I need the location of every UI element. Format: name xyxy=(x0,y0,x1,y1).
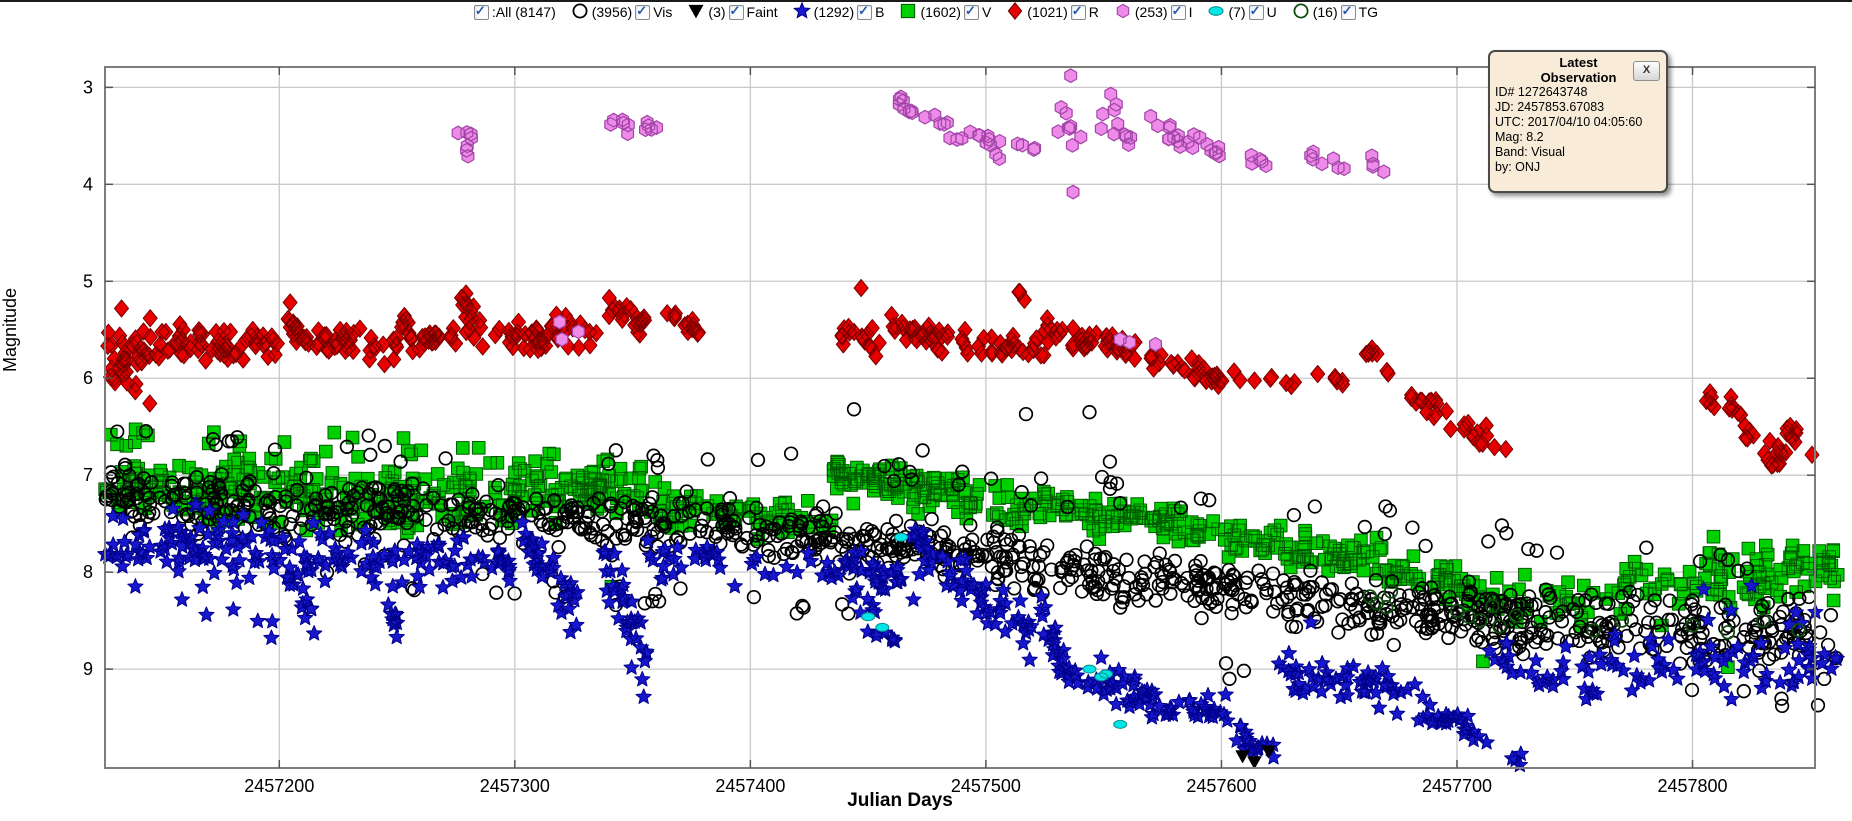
band-b-checkbox[interactable]: ✓ xyxy=(857,2,873,20)
check-mark-icon: ✓ xyxy=(474,2,486,18)
tooltip-title-line1: Latest xyxy=(1559,55,1598,70)
x-axis-label: Julian Days xyxy=(847,790,953,811)
band-vis-label: Vis xyxy=(653,4,673,20)
band-u-count: (7) xyxy=(1228,4,1246,20)
series-tg-points[interactable] xyxy=(1362,584,1806,640)
tooltip-title-line2: Observation xyxy=(1540,70,1617,85)
band-tg-count: (16) xyxy=(1312,4,1338,20)
tooltip-mag: Mag: 8.2 xyxy=(1495,130,1544,144)
band-b-count: (1292) xyxy=(813,4,855,20)
band-faint-label: Faint xyxy=(746,4,778,20)
window-top-edge xyxy=(0,0,1852,2)
band-vis-count: (3956) xyxy=(591,4,633,20)
legend-item-u: (7) ✓ U xyxy=(1207,2,1277,23)
tri-down-icon xyxy=(687,2,705,23)
band-u-checkbox[interactable]: ✓ xyxy=(1248,2,1264,20)
x-tick-label: 2457200 xyxy=(244,776,314,796)
band-v-count: (1602) xyxy=(920,4,961,20)
y-tick-label: 6 xyxy=(83,368,93,388)
band-i-count: (253) xyxy=(1134,4,1168,20)
band-all-checkbox[interactable]: ✓ xyxy=(473,2,489,20)
circle-open-icon xyxy=(571,2,589,23)
legend-bar: ✓:All (8147) (3956) ✓ Vis (3) ✓ Faint (1292) ✓ B(… xyxy=(0,1,1852,23)
x-tick-label: 2457800 xyxy=(1657,776,1727,796)
band-b-label: B xyxy=(875,4,885,20)
tooltip-close-button[interactable]: X xyxy=(1633,61,1660,81)
y-tick-label: 8 xyxy=(83,562,93,582)
series-r-points[interactable] xyxy=(100,279,1820,475)
legend-item-i: (253) ✓ I xyxy=(1114,2,1193,23)
y-tick-label: 4 xyxy=(83,174,93,194)
axis-ticks: 2457200 2457300 2457400 2457500 2457600 24577… xyxy=(83,67,1815,796)
band-r-count: (1021) xyxy=(1027,4,1068,20)
check-mark-icon: ✓ xyxy=(858,2,870,18)
check-mark-icon: ✓ xyxy=(964,2,976,18)
x-tick-label: 2457600 xyxy=(1186,776,1256,796)
tooltip-utc: UTC: 2017/04/10 04:05:60 xyxy=(1495,115,1643,129)
legend-item-vis: (3956) ✓ Vis xyxy=(571,2,673,23)
latest-observation-tooltip: X Latest Observation ID# 1272643748 JD: … xyxy=(1488,50,1668,193)
band-vis-checkbox[interactable]: ✓ xyxy=(635,2,651,20)
legend-item-faint: (3) ✓ Faint xyxy=(687,2,778,23)
x-tick-label: 2457500 xyxy=(951,776,1021,796)
series-faint-points[interactable] xyxy=(1235,745,1276,769)
band-v-label: V xyxy=(981,4,992,20)
x-tick-label: 2457400 xyxy=(715,776,785,796)
check-mark-icon: ✓ xyxy=(636,2,648,18)
legend-item-tg: (16) ✓ TG xyxy=(1292,2,1378,23)
legend-item-v: (1602) ✓ V xyxy=(899,2,991,23)
band-all-count: :All (8147) xyxy=(491,4,556,20)
y-tick-label: 3 xyxy=(83,77,93,97)
data-points[interactable] xyxy=(97,68,1845,773)
legend-item-all: ✓ :All (8147) xyxy=(473,2,556,20)
x-tick-label: 2457700 xyxy=(1422,776,1492,796)
band-i-checkbox[interactable]: ✓ xyxy=(1170,2,1186,20)
tooltip-band: Band: Visual xyxy=(1495,145,1565,159)
hexagon-icon xyxy=(1114,2,1132,23)
band-i-label: I xyxy=(1188,4,1193,20)
tooltip-jd: JD: 2457853.67083 xyxy=(1495,100,1605,114)
star-icon xyxy=(792,1,811,23)
check-mark-icon: ✓ xyxy=(1071,2,1083,18)
check-mark-icon: ✓ xyxy=(1341,2,1353,18)
diamond-icon xyxy=(1006,1,1024,23)
y-tick-label: 7 xyxy=(83,465,93,485)
band-tg-label: TG xyxy=(1358,4,1379,20)
square-icon xyxy=(899,2,917,23)
x-tick-label: 2457300 xyxy=(480,776,550,796)
band-r-checkbox[interactable]: ✓ xyxy=(1070,2,1086,20)
check-mark-icon: ✓ xyxy=(1171,2,1183,18)
check-mark-icon: ✓ xyxy=(1249,2,1261,18)
legend-item-b: (1292) ✓ B xyxy=(792,1,885,23)
ellipse-icon xyxy=(1207,2,1225,23)
y-tick-label: 5 xyxy=(83,271,93,291)
check-mark-icon: ✓ xyxy=(729,2,741,18)
band-v-checkbox[interactable]: ✓ xyxy=(963,2,979,20)
band-r-label: R xyxy=(1088,4,1099,20)
legend-item-r: (1021) ✓ R xyxy=(1006,1,1099,23)
y-axis-label: Magnitude xyxy=(0,288,20,372)
tooltip-by: by: ONJ xyxy=(1495,160,1541,174)
band-faint-checkbox[interactable]: ✓ xyxy=(728,2,744,20)
band-faint-count: (3) xyxy=(708,4,726,20)
plot-frame xyxy=(104,66,1816,769)
tooltip-id: ID# 1272643748 xyxy=(1495,85,1588,99)
series-i-points[interactable] xyxy=(451,68,1391,352)
band-tg-checkbox[interactable]: ✓ xyxy=(1340,2,1356,20)
circle-open-icon xyxy=(1292,2,1310,23)
series-u-points[interactable] xyxy=(861,532,1128,729)
series-b-points[interactable] xyxy=(97,496,1845,773)
band-u-label: U xyxy=(1266,4,1277,20)
y-tick-label: 9 xyxy=(83,659,93,679)
